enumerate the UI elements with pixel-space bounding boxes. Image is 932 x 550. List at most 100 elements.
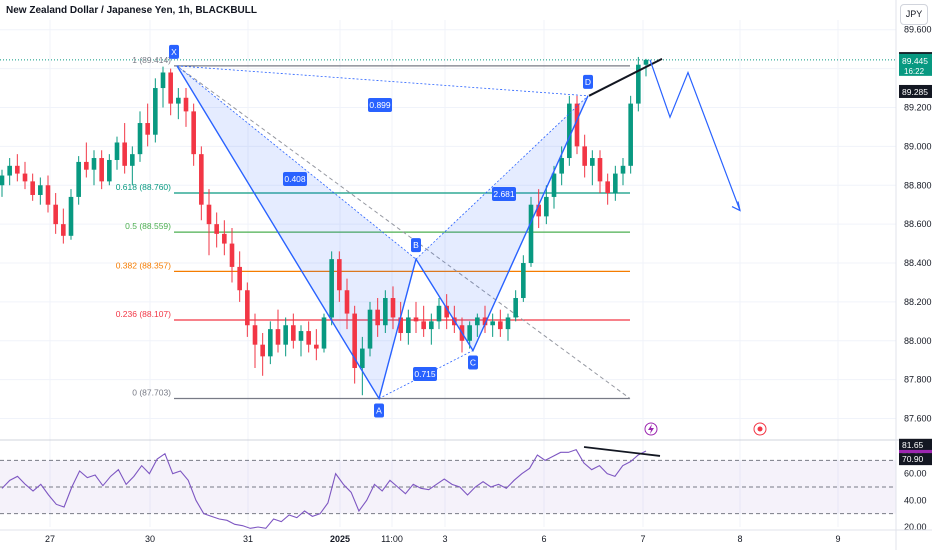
time-tick-label: 11:00 [381,534,403,544]
candle-body [160,72,166,89]
point-label: X [171,47,177,57]
price-tick-label: 89.600 [904,25,932,35]
rsi-badge-label: 81.65 [902,440,924,450]
candle-body [22,173,28,182]
time-tick-label: 6 [541,534,546,544]
candle-body [352,313,357,369]
pattern-ratio-line [176,65,589,97]
time-tick-label: 3 [442,534,447,544]
point-badge [374,403,384,418]
candle-body [229,243,235,267]
ratio-badge [368,98,392,112]
candle-body [544,196,549,217]
projection-path [649,59,741,211]
currency-button[interactable]: JPY [900,4,928,25]
price-badge-label: 89.285 [902,87,928,97]
candle-body [321,317,327,349]
time-tick-label: 27 [45,534,55,544]
candle-body [390,298,396,318]
rsi-pane [0,439,932,529]
flash-icon-glyph [648,424,654,434]
candle-body [0,175,5,186]
candle-body [137,123,143,155]
candle-body [107,159,112,182]
candle-body [53,204,58,225]
fib-level-label: 0.236 (88.107) [116,309,171,319]
rsi-line [1,448,647,529]
candle-body [329,259,334,318]
candle-body [444,305,449,318]
candle-body [528,204,534,264]
rsi-badge [899,438,932,451]
record-icon [753,422,767,436]
fib-level-label: 0.618 (88.760) [116,182,171,192]
candle-body [99,158,104,182]
candle-body [306,331,311,345]
point-badge [583,74,593,89]
candle-body [199,154,204,205]
candle-body [260,344,265,357]
candle-body [153,88,158,135]
flash-icon [644,422,658,436]
candle-body [636,64,641,104]
price-tick-label: 87.800 [904,375,932,385]
point-label: C [470,358,476,368]
ratio-badge [492,187,516,201]
candle-body [406,317,411,334]
harmonic-pattern: 0.899 0.408 2.681 0.715 X A B C D [169,44,767,436]
fib-level-label: 0.5 (88.559) [125,221,171,231]
projection-arrow [731,201,741,212]
fib-level-label: 0 (87.703) [132,388,171,398]
fib-level-label: 0.382 (88.357) [116,260,171,270]
candle-body [521,263,526,299]
ratio-badge [283,172,307,186]
fib-level-label: 1 (89.414) [132,55,171,65]
candle-body [597,158,603,182]
candle-body [559,158,564,174]
candle-body [38,185,43,195]
rsi-badge-label: 70.90 [902,454,924,464]
candle-body [206,204,212,225]
candle-body [490,321,495,326]
candle-body [275,329,281,345]
candle-body [130,154,135,166]
price-tick-label: 88.200 [904,297,932,307]
pattern-ratio-line [415,95,589,260]
candle-body [176,97,181,104]
candle-body [168,72,173,104]
candle-body [383,298,388,326]
candle-body [191,111,196,155]
candle-body [513,298,518,318]
time-tick-label: 30 [145,534,155,544]
time-tick-label: 9 [835,534,840,544]
candle-body [551,173,557,197]
price-badge [899,84,932,98]
candle-body [398,317,403,334]
candle-body [421,321,426,330]
rsi-badge [899,453,932,466]
point-badge [468,355,478,370]
candle-body [467,325,472,341]
candle-body [252,325,258,345]
candle-body [567,103,572,159]
pattern-ratio-line [176,65,417,260]
candle-body [360,348,365,369]
price-badge [899,53,932,76]
price-tick-label: 88.800 [904,180,932,190]
point-label: A [376,406,382,416]
price-tick-label: 89.000 [904,141,932,151]
candle-body [505,317,511,330]
candle-body [643,59,649,65]
candle-body [620,165,626,174]
candle-body [283,325,288,345]
grid-layer [0,20,896,527]
rsi-tick-label: 60.00 [904,469,927,479]
price-badge-sub: 16:22 [904,67,925,76]
candle-body [291,325,296,341]
ratio-label: 2.681 [493,189,515,199]
candle-body [7,165,12,176]
candle-body [436,305,442,322]
candle-body [84,161,89,170]
candle-body [375,309,380,326]
